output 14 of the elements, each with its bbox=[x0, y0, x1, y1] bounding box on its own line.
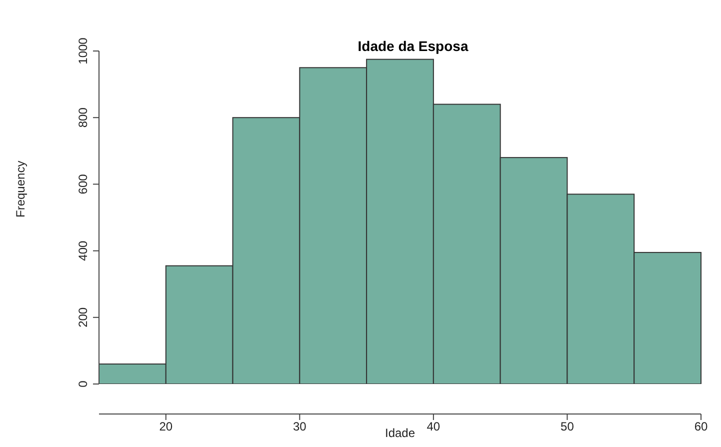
x-axis-title: Idade bbox=[384, 426, 416, 440]
y-tick-label: 600 bbox=[76, 174, 90, 194]
x-tick-label: 60 bbox=[694, 420, 708, 434]
x-tick-label: 20 bbox=[159, 420, 173, 434]
y-tick-label: 200 bbox=[76, 307, 90, 328]
y-tick-label: 400 bbox=[76, 240, 90, 261]
y-tick-label: 0 bbox=[76, 380, 90, 388]
y-axis-title: Frequency bbox=[13, 160, 28, 218]
chart-title: Idade da Esposa bbox=[356, 38, 470, 54]
x-tick-label: 50 bbox=[560, 420, 574, 434]
x-tick-label: 30 bbox=[292, 420, 307, 434]
y-tick-label: 800 bbox=[76, 107, 90, 128]
x-tick-label: 40 bbox=[426, 420, 440, 434]
y-tick-label: 1000 bbox=[76, 37, 90, 64]
